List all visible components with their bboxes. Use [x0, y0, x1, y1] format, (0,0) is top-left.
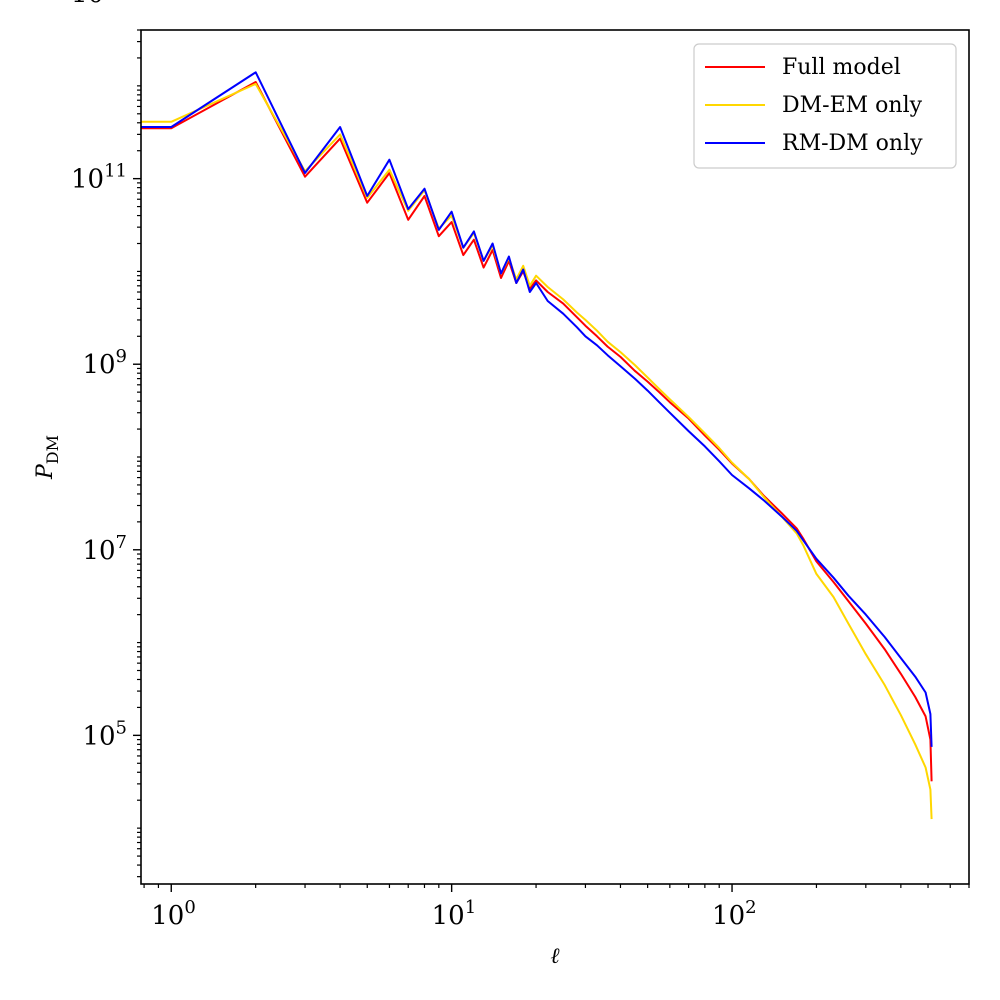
legend-label-dm-em-only: DM-EM only [782, 93, 923, 118]
series-line-rm-dm-only [141, 71, 933, 747]
x-tick-label: 102 [712, 897, 757, 931]
y-tick-label: 1011 [71, 161, 127, 195]
legend-label-full-model: Full model [782, 55, 901, 80]
legend-box [693, 43, 957, 169]
series-line-full-model [141, 81, 933, 782]
legend: Full model DM-EM only RM-DM only [693, 43, 957, 169]
y-tick-label: 1013 [71, 0, 127, 9]
x-tick-label: 100 [151, 897, 196, 931]
series-layer [141, 71, 933, 820]
svg-text:PDM: PDM [33, 435, 62, 480]
y-tick-label: 107 [82, 532, 127, 566]
x-axis-label: ℓ [550, 944, 560, 969]
y-tick-label: 105 [82, 717, 127, 751]
x-tick-label: 101 [432, 897, 477, 931]
y-tick-label: 109 [82, 346, 127, 380]
plot-frame [140, 29, 970, 885]
y-axis-label-main: P [33, 463, 58, 480]
y-axis-label: PDM [33, 435, 62, 480]
tick-layer: 100 101 102 105 107 109 1011 1013 [71, 0, 757, 931]
legend-label-rm-dm-only: RM-DM only [782, 131, 923, 156]
y-axis-label-sub: DM [43, 435, 62, 464]
